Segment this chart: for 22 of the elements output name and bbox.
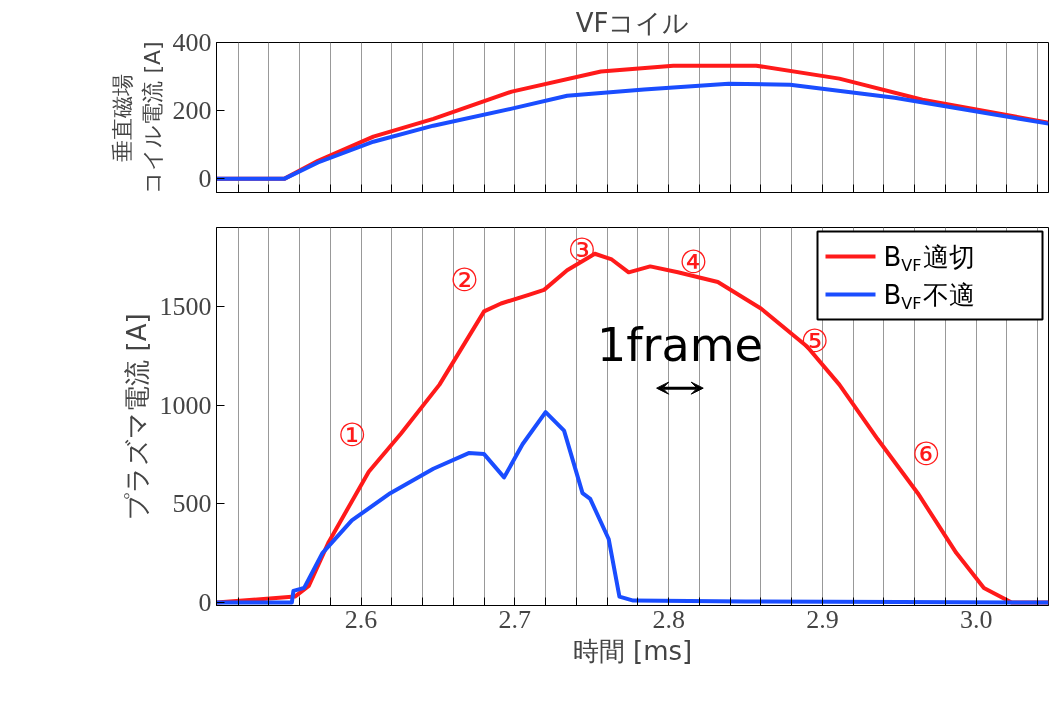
annotation: ① [337,416,367,455]
x-axis-title: 時間 [ms] [572,635,693,666]
chart-title: VFコイル [575,7,690,38]
x-tick-label: 2.8 [652,604,685,634]
y-axis-title: 垂直磁場コイル電流 [A] [109,41,165,194]
x-tick-label: 2.9 [806,604,839,634]
annotation: ④ [678,242,708,281]
y-tick-label: 1500 [159,291,212,321]
y-axis-title: プラズマ電流 [A] [121,313,152,520]
x-tick-label: 3.0 [959,604,993,634]
y-tick-label: 0 [198,588,212,618]
annotation: ② [450,261,479,300]
y-tick-label: 200 [172,96,212,126]
line-series [216,81,1049,181]
y-tick-label: 500 [172,489,212,519]
x-tick-label: 2.6 [344,604,378,634]
x-tick-label: 2.7 [498,604,532,634]
y-tick-label: 1000 [159,390,212,420]
y-tick-label: 400 [172,28,212,57]
y-tick-label: 0 [198,164,212,194]
annotation: 1frame [597,317,763,372]
annotation: ⑥ [911,435,941,474]
